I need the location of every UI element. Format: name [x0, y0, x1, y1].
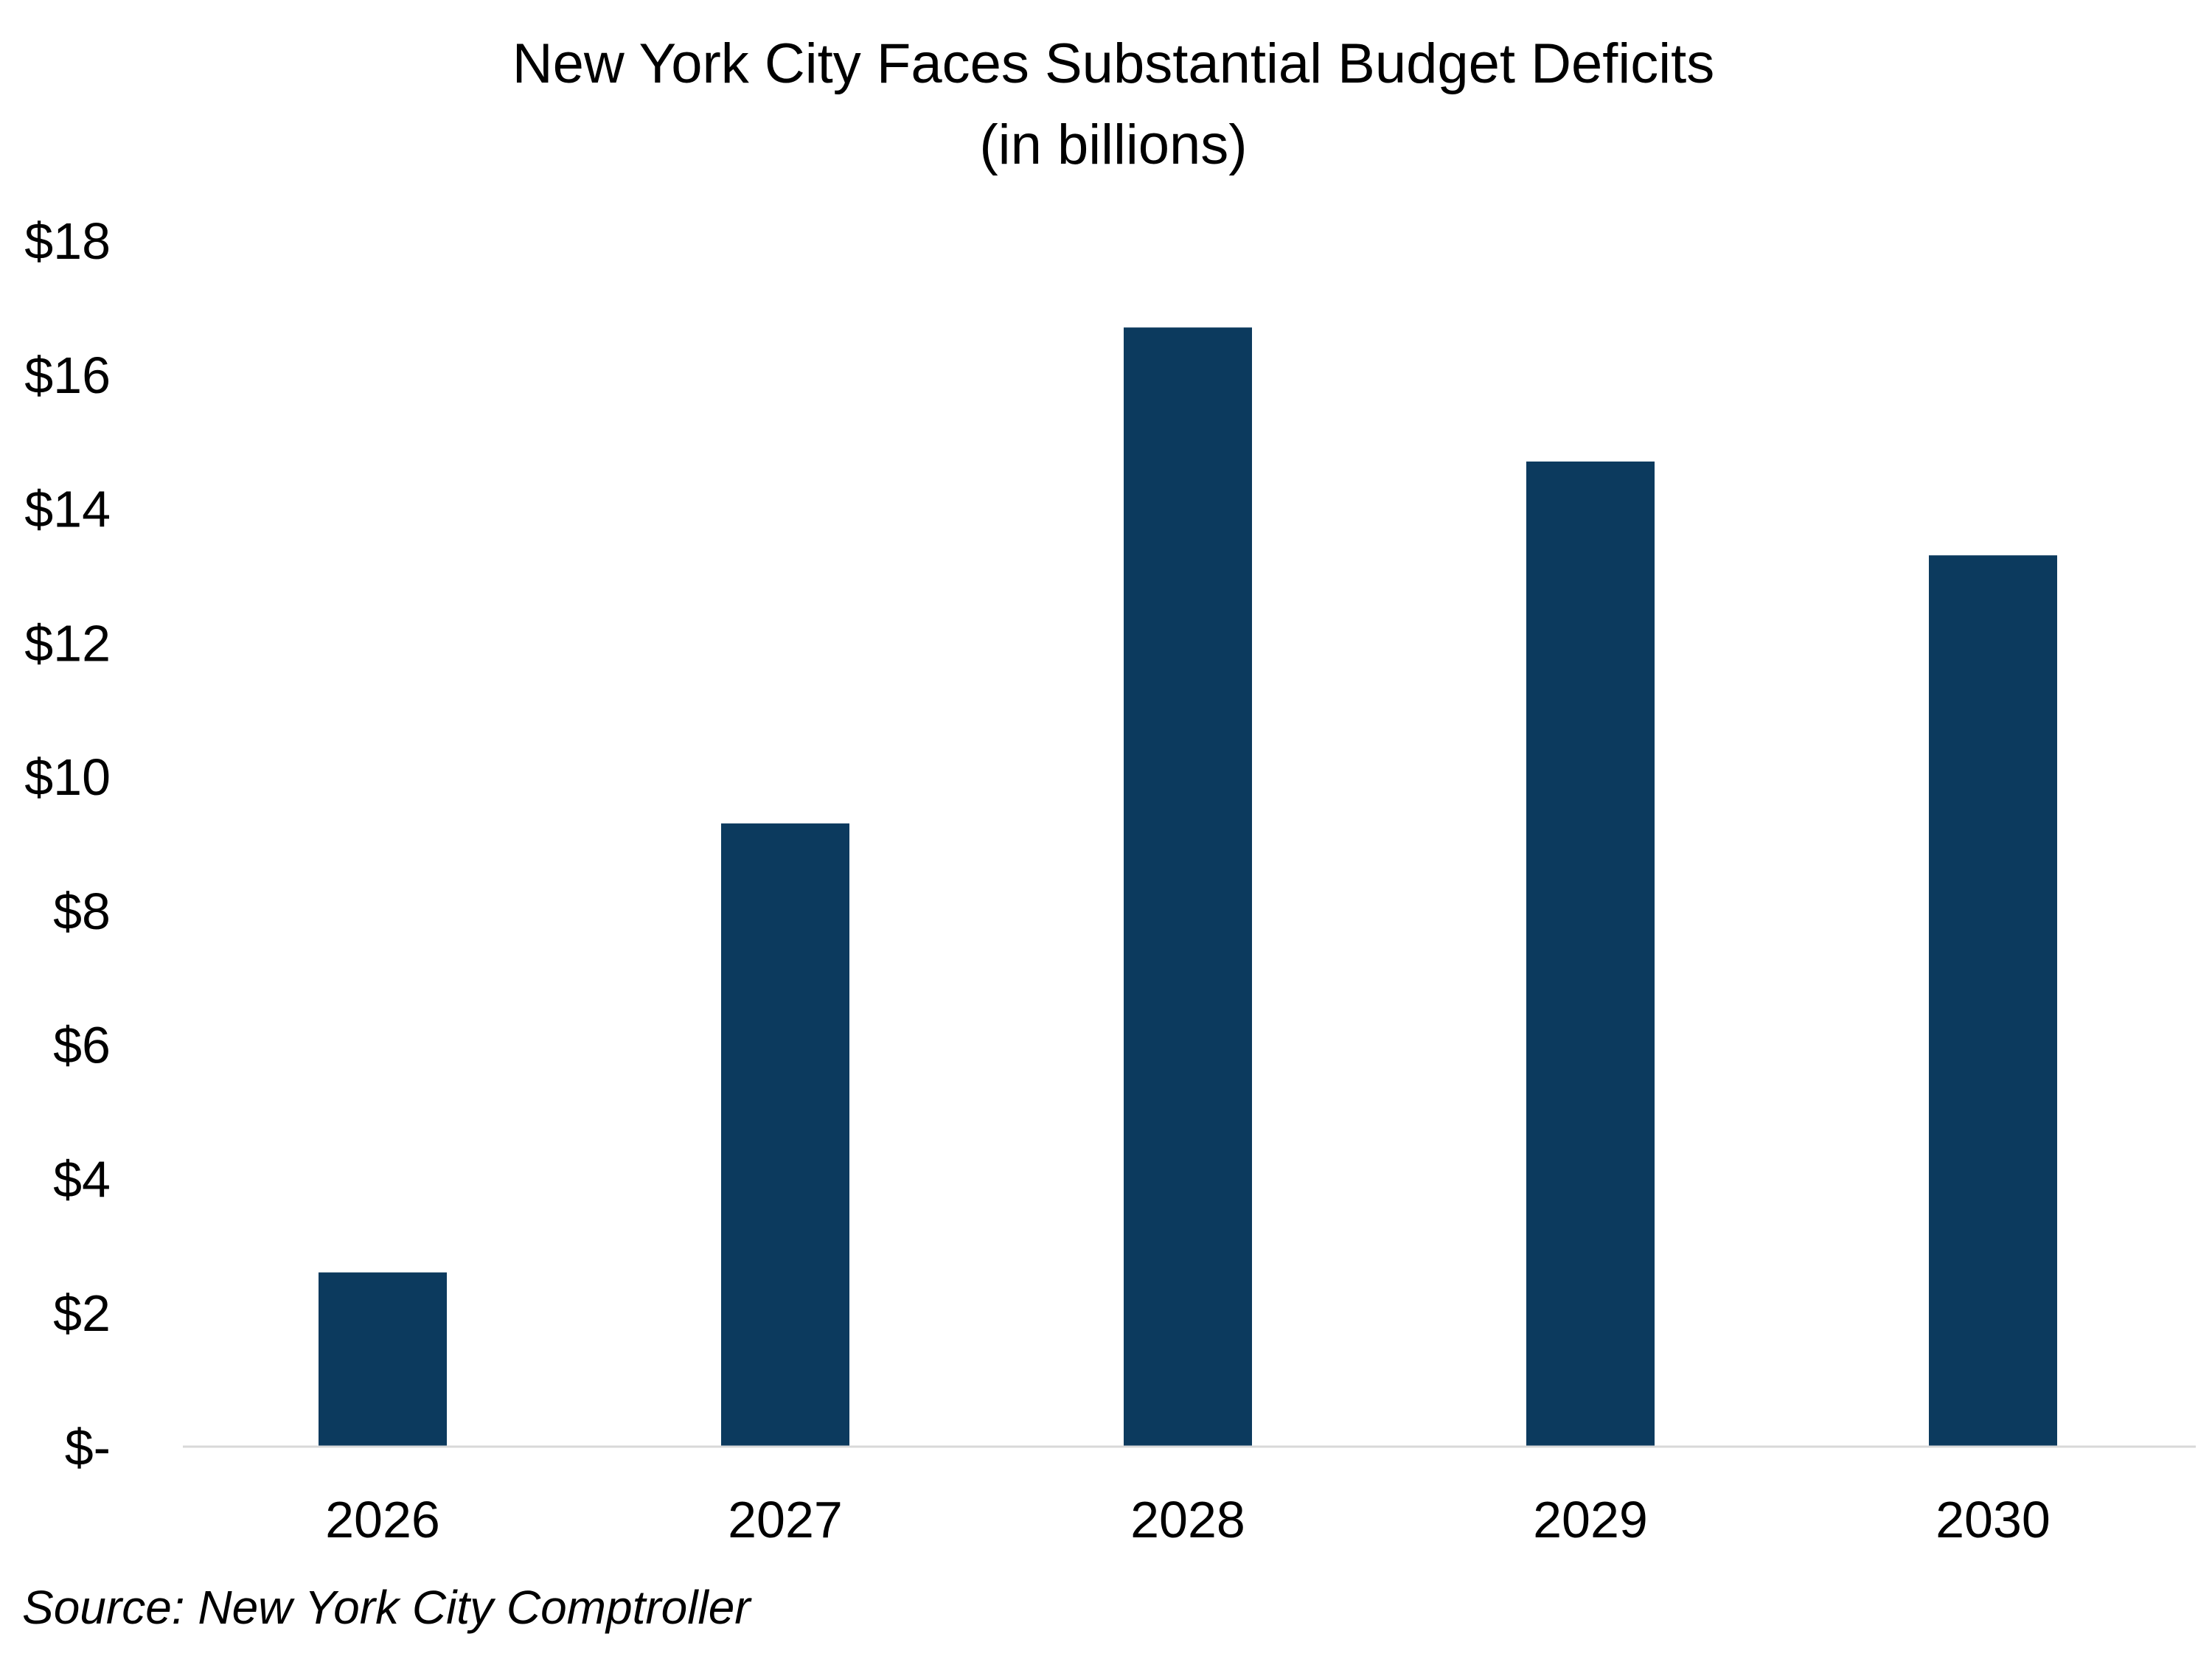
bar-2027 — [721, 823, 849, 1447]
x-tick-label: 2027 — [728, 1491, 843, 1548]
y-tick-label: $10 — [24, 748, 111, 806]
chart-title: New York City Faces Substantial Budget D… — [512, 32, 1715, 95]
y-tick-label: $4 — [53, 1150, 111, 1208]
bar-2028 — [1124, 327, 1252, 1447]
y-tick-label: $14 — [24, 481, 111, 538]
y-tick-label: $18 — [24, 212, 111, 270]
y-axis-tick-labels: $- $2 $4 $6 $8 $10 $12 $14 $16 $18 — [24, 212, 111, 1476]
bar-2029 — [1526, 461, 1655, 1447]
y-tick-label: $16 — [24, 347, 111, 404]
y-tick-label: $8 — [53, 883, 111, 940]
source-note: Source: New York City Comptroller — [22, 1581, 752, 1634]
bar-2030 — [1929, 555, 2057, 1447]
y-tick-label: $6 — [53, 1017, 111, 1074]
x-tick-label: 2028 — [1130, 1491, 1245, 1548]
bars — [319, 327, 2057, 1447]
x-tick-label: 2026 — [325, 1491, 440, 1548]
chart-subtitle: (in billions) — [979, 114, 1247, 176]
bar-2026 — [319, 1272, 447, 1447]
x-tick-label: 2029 — [1533, 1491, 1648, 1548]
y-tick-label: $- — [65, 1419, 111, 1476]
y-tick-label: $12 — [24, 614, 111, 672]
x-tick-label: 2030 — [1935, 1491, 2051, 1548]
y-tick-label: $2 — [53, 1284, 111, 1342]
x-axis-tick-labels: 2026 2027 2028 2029 2030 — [325, 1491, 2051, 1548]
